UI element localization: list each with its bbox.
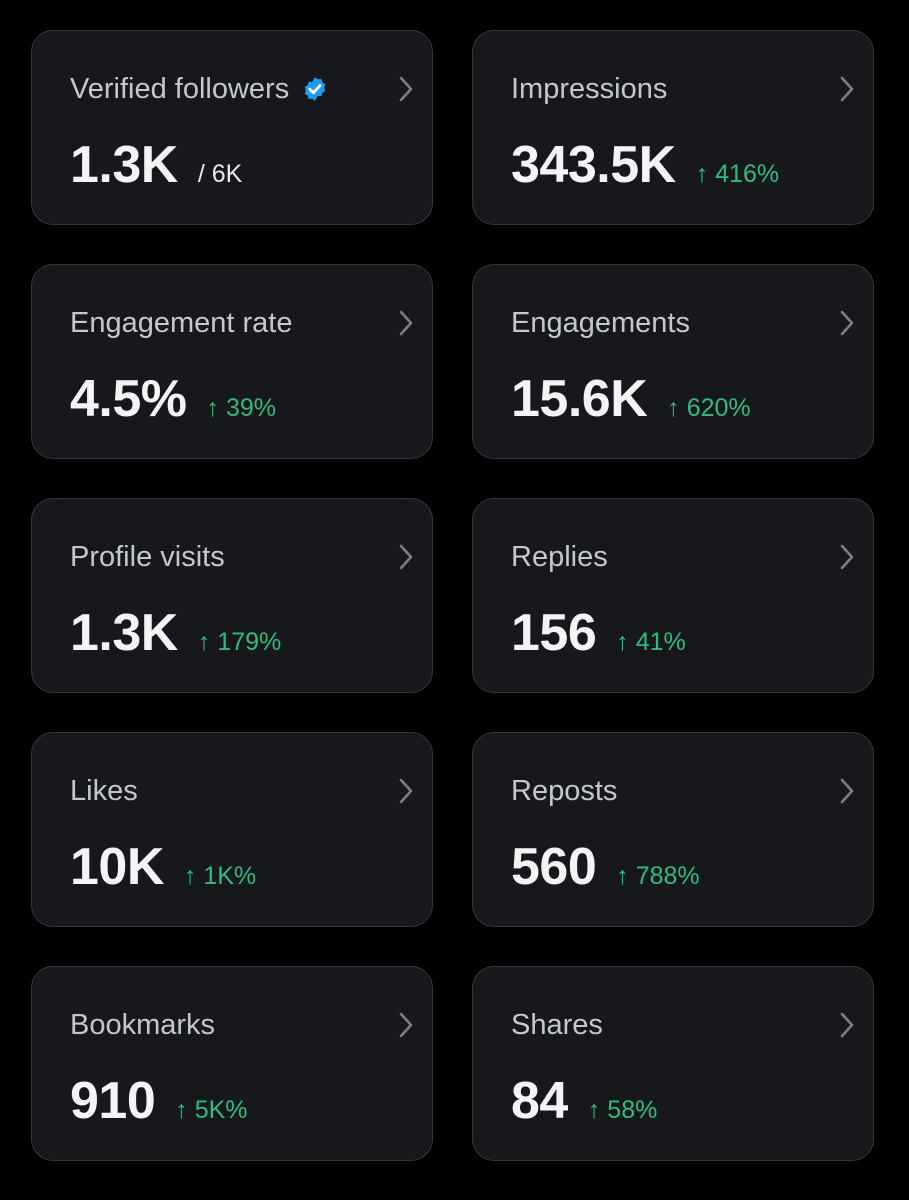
metric-card-bookmarks[interactable]: Bookmarks 910 ↑ 5K% [31,966,433,1161]
chevron-right-icon [840,778,854,804]
metric-change: ↑ 416% [695,160,780,188]
metric-value: 343.5K [511,136,676,194]
metric-value: 910 [70,1072,156,1130]
metric-value: 15.6K [511,370,648,428]
metric-value: 1.3K [70,604,178,662]
metric-value-row: 560 ↑ 788% [511,837,700,897]
metric-title-label: Bookmarks [70,1009,216,1041]
metric-change: ↑ 41% [616,628,686,656]
metric-card-reposts[interactable]: Reposts 560 ↑ 788% [472,732,874,927]
metric-title: Verified followers [70,71,329,107]
metric-card-likes[interactable]: Likes 10K ↑ 1K% [31,732,433,927]
metric-card-shares[interactable]: Shares 84 ↑ 58% [472,966,874,1161]
metric-change: ↑ 5K% [175,1096,248,1124]
chevron-right-icon [399,544,413,570]
metric-value-row: 156 ↑ 41% [511,603,686,663]
metric-change: ↑ 39% [206,394,277,422]
metric-card-verified-followers[interactable]: Verified followers 1.3K / 6K [31,30,433,225]
metric-value: 84 [511,1072,568,1130]
metric-title: Profile visits [70,539,225,575]
metric-change: ↑ 788% [616,862,700,890]
metric-value-row: 15.6K ↑ 620% [511,369,751,429]
metric-value: 1.3K [70,136,178,194]
metric-change: ↑ 58% [587,1096,658,1124]
metric-value-row: 4.5% ↑ 39% [70,369,276,429]
metric-change: ↑ 179% [197,628,282,656]
metric-value: 156 [511,604,597,662]
analytics-metrics-grid: Verified followers 1.3K / 6K Impressions… [31,30,874,1161]
metric-total: / 6K [197,160,243,188]
metric-title: Replies [511,539,608,575]
metric-title: Engagements [511,305,690,341]
metric-value-row: 84 ↑ 58% [511,1071,657,1131]
metric-card-engagement-rate[interactable]: Engagement rate 4.5% ↑ 39% [31,264,433,459]
metric-title-label: Engagement rate [70,307,293,339]
chevron-right-icon [840,76,854,102]
metric-title-label: Profile visits [70,541,225,573]
metric-title-label: Shares [511,1009,603,1041]
metric-value: 560 [511,838,597,896]
metric-title-label: Impressions [511,73,668,105]
metric-title-label: Verified followers [70,73,290,105]
metric-change: ↑ 1K% [183,862,257,890]
metric-title: Likes [70,773,138,809]
chevron-right-icon [840,544,854,570]
metric-title: Bookmarks [70,1007,215,1043]
metric-value-row: 1.3K / 6K [70,135,242,195]
metric-value: 4.5% [70,370,187,428]
metric-title-label: Likes [70,775,138,807]
chevron-right-icon [399,76,413,102]
metric-card-engagements[interactable]: Engagements 15.6K ↑ 620% [472,264,874,459]
metric-title-label: Engagements [511,307,690,339]
metric-value: 10K [70,838,164,896]
metric-title: Engagement rate [70,305,292,341]
metric-change: ↑ 620% [667,394,751,422]
metric-card-replies[interactable]: Replies 156 ↑ 41% [472,498,874,693]
metric-title: Impressions [511,71,667,107]
metric-card-profile-visits[interactable]: Profile visits 1.3K ↑ 179% [31,498,433,693]
chevron-right-icon [399,310,413,336]
metric-title: Shares [511,1007,603,1043]
metric-title-label: Reposts [511,775,618,807]
verified-badge-icon [304,77,326,101]
metric-value-row: 10K ↑ 1K% [70,837,256,897]
chevron-right-icon [840,310,854,336]
metric-title: Reposts [511,773,617,809]
metric-value-row: 1.3K ↑ 179% [70,603,281,663]
metric-value-row: 343.5K ↑ 416% [511,135,779,195]
metric-value-row: 910 ↑ 5K% [70,1071,248,1131]
chevron-right-icon [399,778,413,804]
metric-title-label: Replies [511,541,608,573]
chevron-right-icon [399,1012,413,1038]
chevron-right-icon [840,1012,854,1038]
metric-card-impressions[interactable]: Impressions 343.5K ↑ 416% [472,30,874,225]
